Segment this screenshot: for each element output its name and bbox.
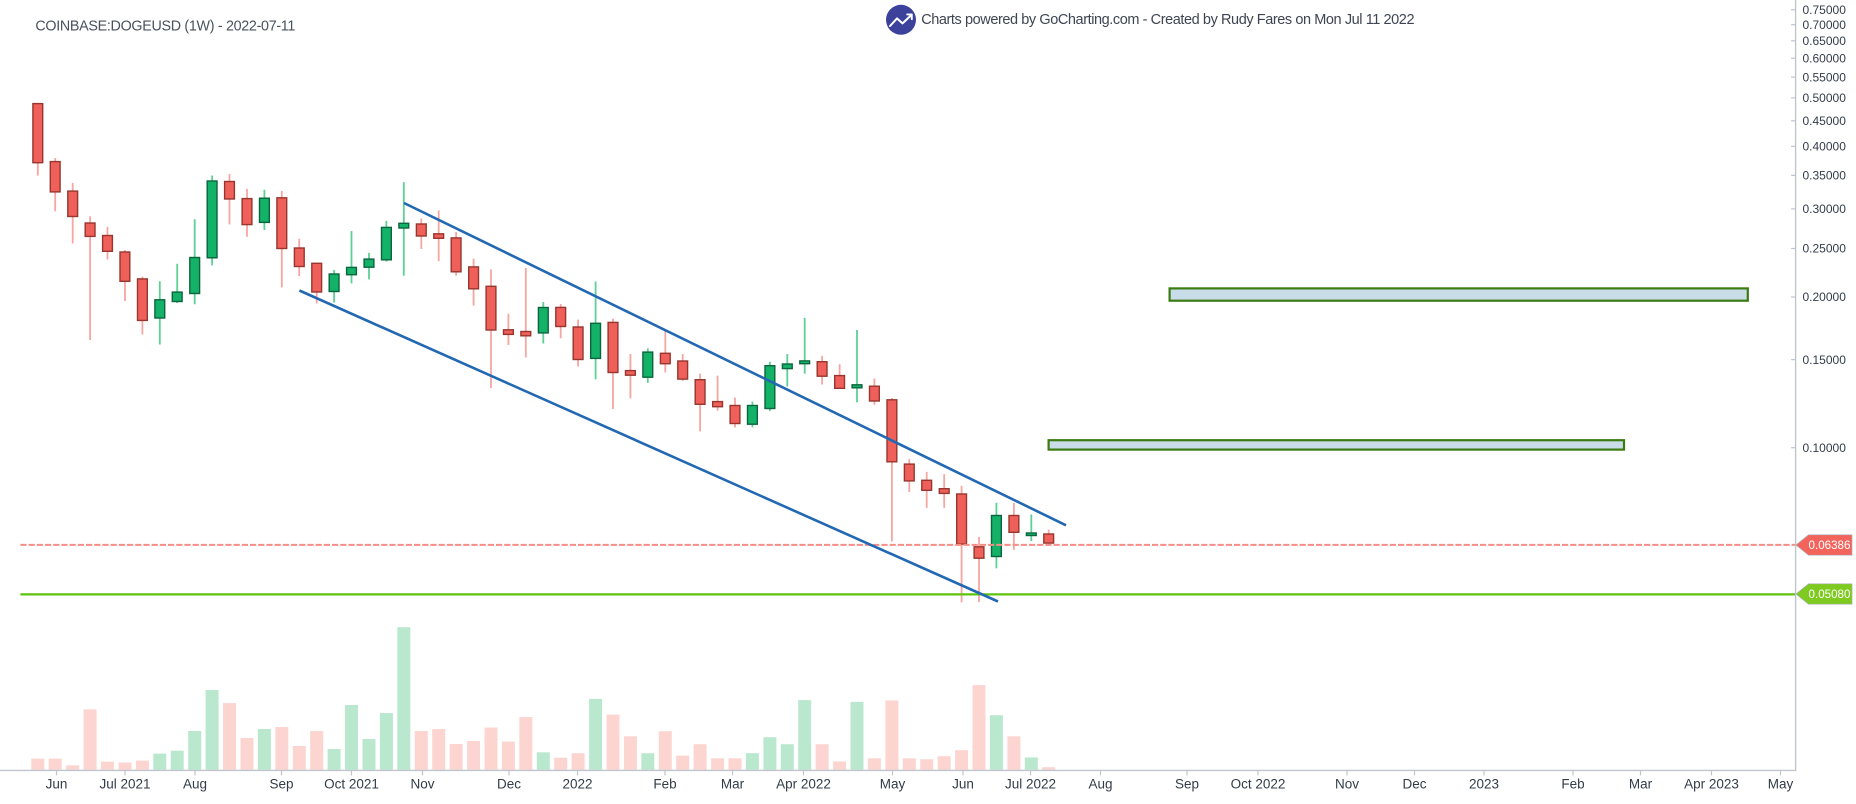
- svg-text:0.35000: 0.35000: [1803, 169, 1847, 183]
- svg-text:0.15000: 0.15000: [1803, 353, 1847, 367]
- svg-text:0.30000: 0.30000: [1803, 202, 1847, 216]
- svg-text:Oct 2021: Oct 2021: [324, 777, 379, 792]
- svg-text:Mar: Mar: [721, 777, 745, 792]
- svg-text:0.60000: 0.60000: [1803, 51, 1847, 65]
- svg-text:0.75000: 0.75000: [1803, 3, 1847, 17]
- svg-text:Aug: Aug: [183, 777, 207, 792]
- svg-text:May: May: [880, 777, 906, 792]
- svg-text:Apr 2023: Apr 2023: [1684, 777, 1739, 792]
- svg-text:Dec: Dec: [497, 777, 521, 792]
- svg-text:Charts powered by GoCharting.c: Charts powered by GoCharting.com - Creat…: [921, 12, 1414, 28]
- svg-text:Jul 2022: Jul 2022: [1005, 777, 1056, 792]
- svg-text:Apr 2022: Apr 2022: [776, 777, 831, 792]
- svg-text:0.50000: 0.50000: [1803, 91, 1847, 105]
- svg-text:May: May: [1768, 777, 1794, 792]
- svg-text:Sep: Sep: [269, 777, 293, 792]
- svg-text:0.06386: 0.06386: [1809, 539, 1851, 552]
- svg-text:0.10000: 0.10000: [1803, 441, 1847, 455]
- svg-text:Jun: Jun: [952, 777, 974, 792]
- svg-text:0.55000: 0.55000: [1803, 70, 1847, 84]
- svg-text:2022: 2022: [562, 777, 592, 792]
- svg-text:Nov: Nov: [410, 777, 434, 792]
- svg-text:Feb: Feb: [653, 777, 676, 792]
- svg-text:2023: 2023: [1469, 777, 1499, 792]
- svg-text:Nov: Nov: [1335, 777, 1359, 792]
- svg-text:0.40000: 0.40000: [1803, 140, 1847, 154]
- svg-text:Sep: Sep: [1175, 777, 1199, 792]
- svg-text:0.65000: 0.65000: [1803, 34, 1847, 48]
- svg-text:0.25000: 0.25000: [1803, 242, 1847, 256]
- svg-text:0.45000: 0.45000: [1803, 114, 1847, 128]
- svg-text:Aug: Aug: [1088, 777, 1112, 792]
- svg-text:Mar: Mar: [1629, 777, 1653, 792]
- svg-text:Jul 2021: Jul 2021: [99, 777, 150, 792]
- svg-text:Oct 2022: Oct 2022: [1231, 777, 1286, 792]
- svg-text:Jun: Jun: [46, 777, 68, 792]
- svg-text:COINBASE:DOGEUSD (1W) - 2022-0: COINBASE:DOGEUSD (1W) - 2022-07-11: [35, 19, 295, 35]
- svg-text:Feb: Feb: [1561, 777, 1584, 792]
- svg-text:0.05080: 0.05080: [1809, 588, 1851, 601]
- svg-text:0.70000: 0.70000: [1803, 18, 1847, 32]
- svg-text:Dec: Dec: [1402, 777, 1426, 792]
- svg-text:0.20000: 0.20000: [1803, 290, 1847, 304]
